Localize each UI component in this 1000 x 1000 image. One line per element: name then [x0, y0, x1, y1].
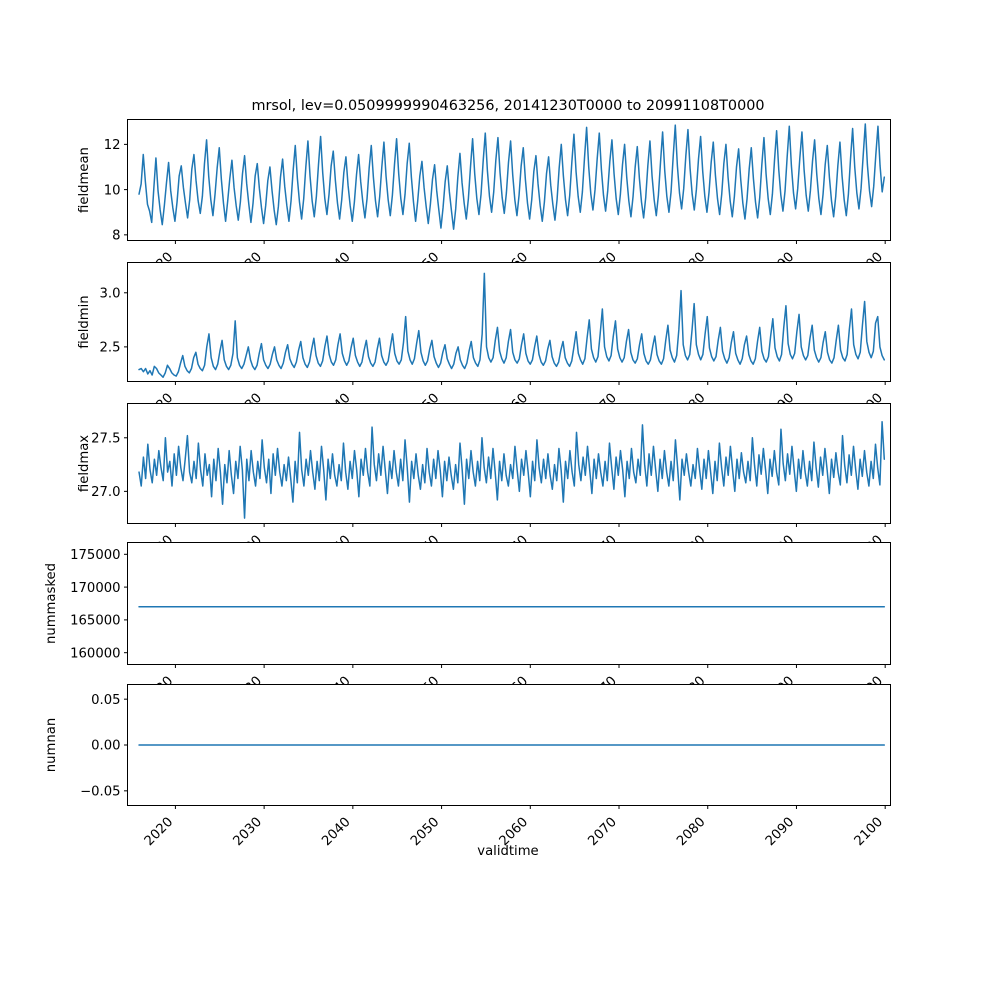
y-tick-label: 10	[104, 183, 121, 198]
y-tick-label: 0.05	[91, 693, 120, 708]
data-line-fieldmax	[138, 420, 886, 519]
y-tick-label: 27.5	[91, 431, 120, 446]
figure-title: mrsol, lev=0.0509999990463256, 20141230T…	[251, 98, 764, 114]
y-tick-label: 160000	[70, 646, 120, 661]
y-tick-label: 2.5	[100, 341, 121, 356]
y-tick-label: 0.00	[91, 739, 120, 754]
y-tick-label: −0.05	[80, 785, 120, 800]
axes-frame	[127, 403, 891, 524]
panels-group: 8101220202030204020502060207020802090210…	[44, 119, 891, 849]
axes-frame	[127, 542, 891, 665]
y-axis-label-fieldmax: fieldmax	[77, 435, 92, 492]
data-line-fieldmean	[138, 123, 886, 230]
y-tick-label: 27.0	[91, 485, 120, 500]
y-tick-label: 175000	[70, 548, 120, 563]
y-tick-label: 170000	[70, 581, 120, 596]
y-axis-label-fieldmin: fieldmin	[77, 295, 92, 348]
panel-background-cover	[127, 542, 891, 665]
x-axis-label: validtime	[477, 844, 538, 859]
data-line-fieldmin	[138, 272, 886, 378]
panel-background-cover	[127, 403, 891, 524]
y-axis-label-fieldmean: fieldmean	[77, 147, 92, 213]
axes-frame	[127, 119, 891, 241]
y-tick-label: 8	[112, 229, 120, 244]
y-tick-label: 12	[104, 138, 121, 153]
panel-background-cover	[127, 262, 891, 382]
panel-nummasked: 1600001650001700001750002020203020402050…	[44, 542, 891, 708]
axes-frame	[127, 262, 891, 382]
y-axis-label-nummasked: nummasked	[44, 563, 59, 644]
y-tick-label: 165000	[70, 614, 120, 629]
y-tick-label: 3.0	[100, 286, 121, 301]
y-axis-label-numnan: numnan	[44, 718, 59, 772]
